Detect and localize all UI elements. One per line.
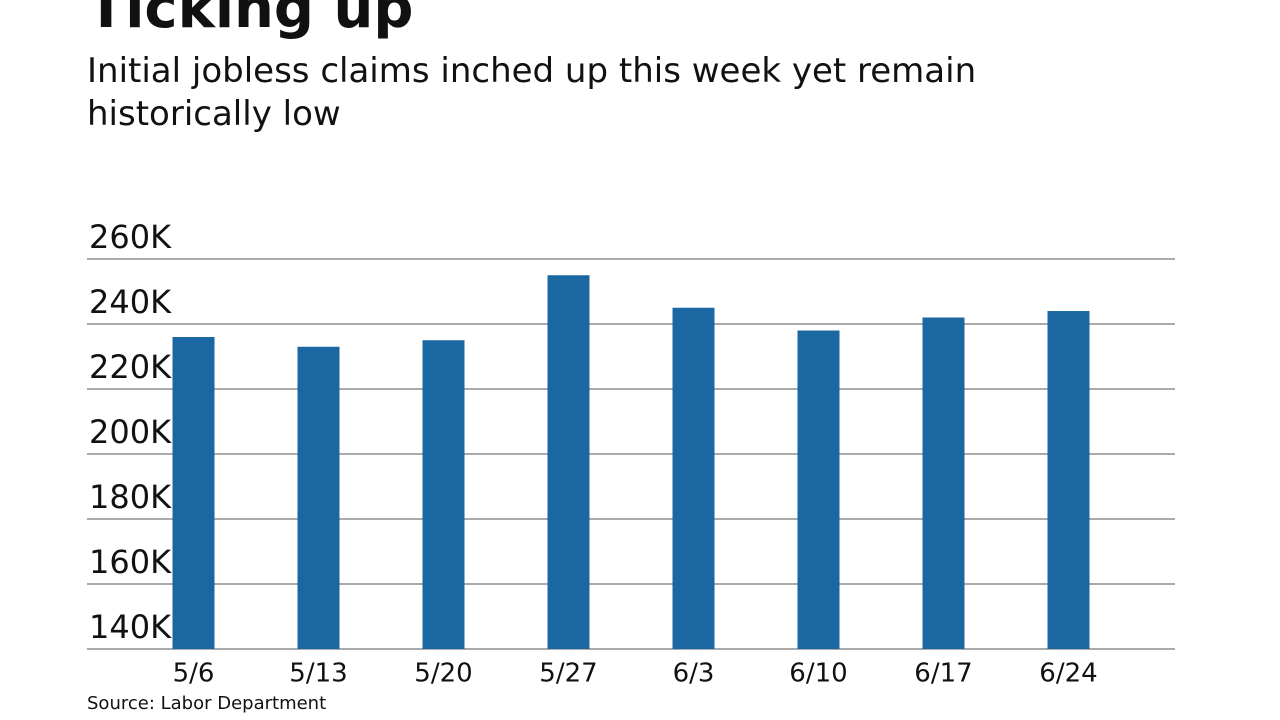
x-tick-label: 5/27	[539, 659, 597, 689]
bar	[672, 307, 715, 649]
y-tick-label: 220K	[89, 348, 172, 386]
y-tick-label: 240K	[89, 283, 172, 321]
x-tick-label: 6/3	[673, 659, 715, 689]
bar	[297, 346, 340, 649]
y-tick-label: 160K	[89, 543, 172, 581]
x-tick-label: 6/24	[1039, 659, 1097, 689]
y-tick-label: 180K	[89, 478, 172, 516]
bar	[1047, 311, 1090, 649]
y-tick-label: 140K	[89, 608, 172, 646]
x-tick-label: 6/17	[914, 659, 972, 689]
chart-subtitle: Initial jobless claims inched up this we…	[87, 51, 977, 134]
bar	[422, 340, 465, 649]
x-tick-label: 5/13	[289, 659, 347, 689]
bar	[922, 317, 965, 649]
bar	[547, 275, 590, 649]
chart: 140K 160K 180K 200K 220K 240K 260K 5/6 5/13 5/20 5…	[87, 218, 1175, 689]
chart-title: Ticking up	[87, 0, 414, 41]
y-tick-label: 260K	[89, 218, 172, 256]
source-note: Source: Labor Department	[87, 693, 327, 714]
bar	[172, 337, 215, 649]
x-tick-label: 5/20	[414, 659, 472, 689]
bar	[797, 330, 840, 649]
x-tick-label: 6/10	[789, 659, 847, 689]
y-tick-label: 200K	[89, 413, 172, 451]
x-tick-label: 5/6	[173, 659, 215, 689]
